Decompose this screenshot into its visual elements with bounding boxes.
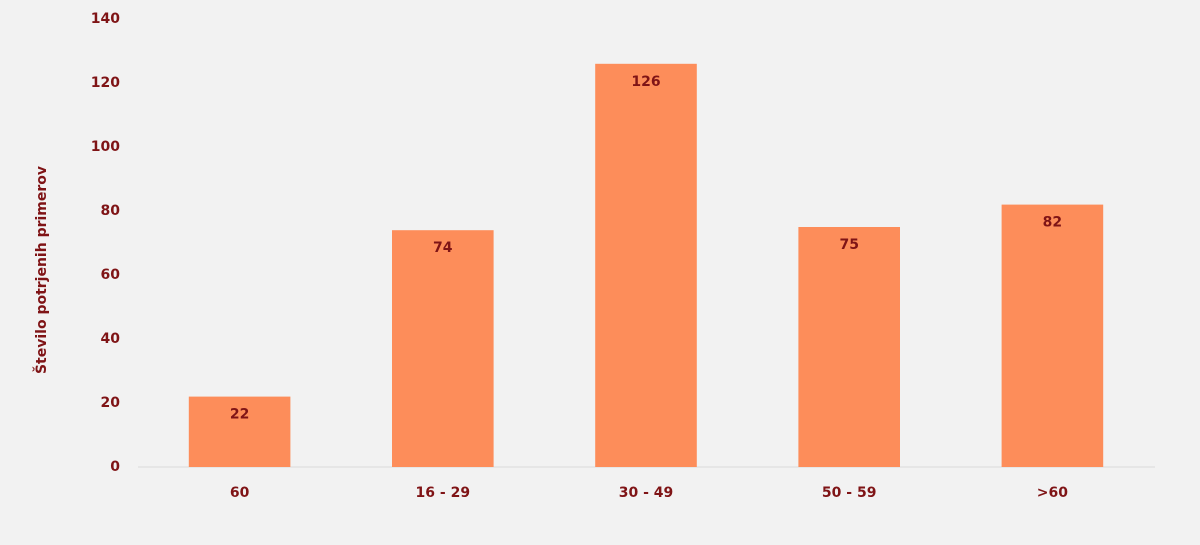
y-tick-label: 80	[101, 203, 121, 219]
x-tick-label: 30 - 49	[619, 485, 674, 501]
bar	[188, 396, 291, 467]
y-tick-label: 100	[91, 139, 120, 155]
data-label: 75	[839, 237, 858, 253]
x-tick-label: 60	[230, 485, 250, 501]
x-tick-label: 50 - 59	[822, 485, 877, 501]
bar	[798, 227, 900, 467]
y-tick-label: 120	[91, 75, 120, 91]
x-tick-label: >60	[1037, 485, 1068, 501]
data-label: 22	[230, 407, 249, 423]
bar	[1001, 204, 1104, 467]
x-tick-label: 16 - 29	[416, 485, 471, 501]
y-tick-label: 60	[101, 267, 121, 283]
y-axis-label: Število potrjenih primerov	[32, 166, 50, 374]
data-label: 74	[433, 240, 453, 256]
y-tick-label: 0	[110, 459, 120, 475]
data-label: 82	[1043, 215, 1062, 231]
y-tick-label: 140	[91, 11, 120, 27]
y-tick-label: 40	[101, 331, 121, 347]
bar	[392, 230, 494, 467]
y-tick-label: 20	[101, 395, 121, 411]
bar	[595, 63, 697, 468]
data-label: 126	[631, 74, 660, 90]
